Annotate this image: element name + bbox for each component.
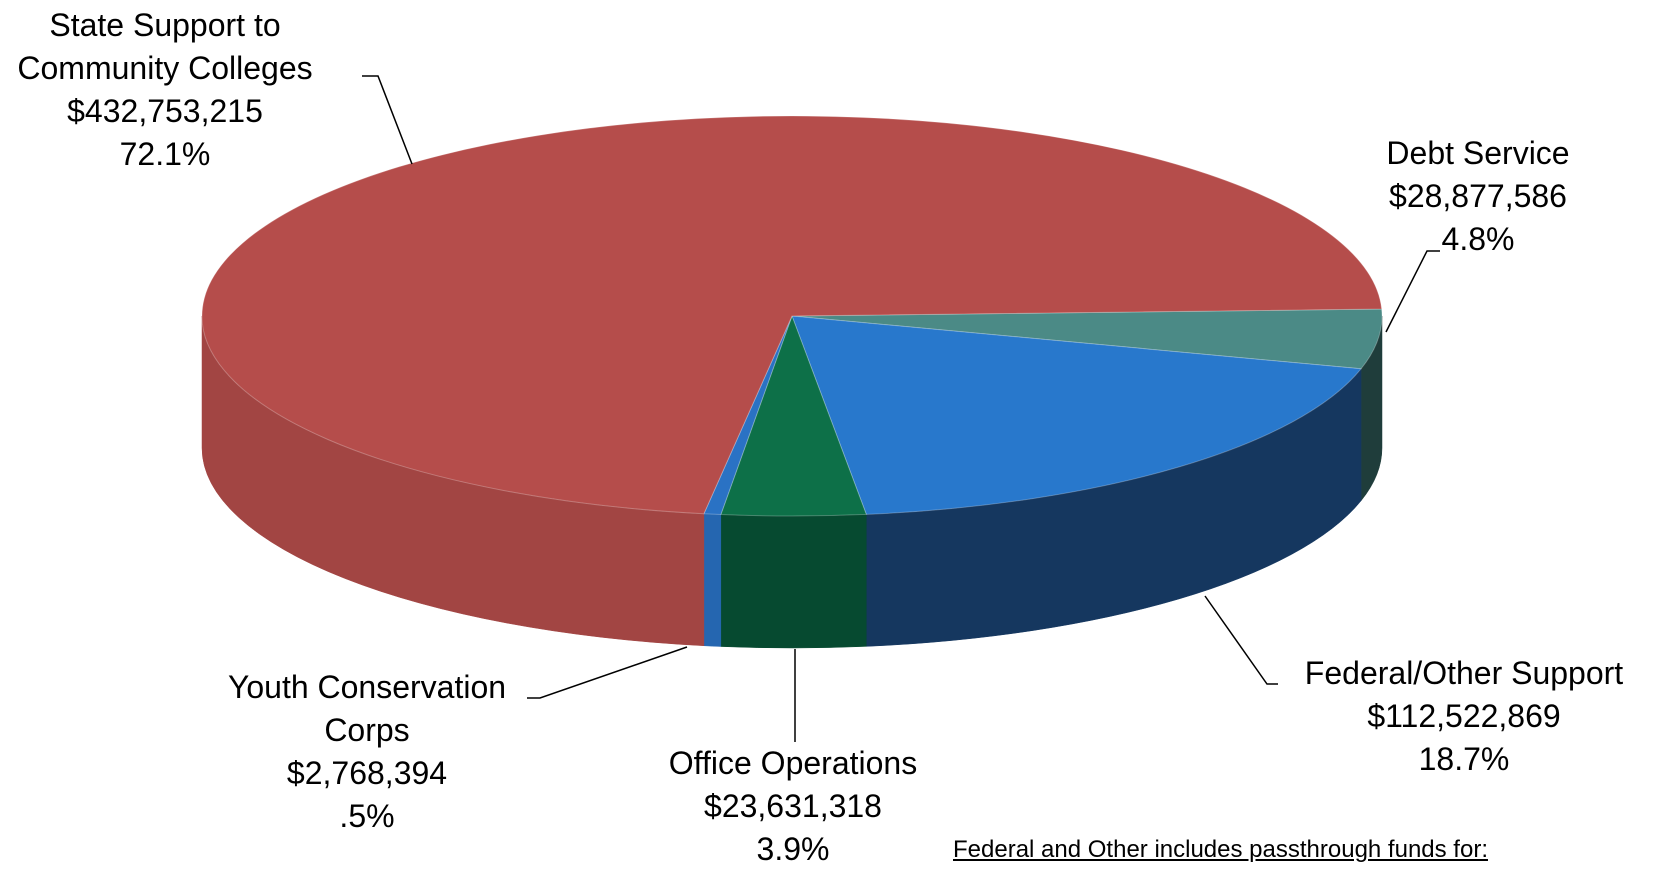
leader-line: [1204, 595, 1278, 685]
slice-side: [720, 514, 867, 649]
value-label: $432,753,215: [67, 93, 263, 129]
leader-line: [362, 75, 413, 165]
value-label: $112,522,869: [1367, 698, 1561, 734]
slice-side: [703, 513, 722, 647]
slice-tops: [201, 115, 1383, 517]
category-label: Youth Conservation Corps: [227, 669, 507, 748]
slice-label: Debt Service $28,877,586 4.8%: [1348, 132, 1608, 261]
category-label: State Support to Community Colleges: [17, 7, 313, 86]
slice: [703, 315, 793, 516]
slice: [791, 308, 1383, 370]
value-label: $28,877,586: [1389, 178, 1567, 214]
percent-label: 3.9%: [756, 831, 830, 867]
percent-label: 4.8%: [1441, 221, 1515, 257]
percent-label: 72.1%: [119, 136, 211, 172]
slice-label: Federal/Other Support $112,522,869 18.7%: [1274, 652, 1654, 781]
slice: [201, 115, 1383, 515]
footnote: Federal and Other includes passthrough f…: [953, 836, 1488, 863]
category-label: Office Operations: [668, 745, 918, 781]
slice-sides: [201, 315, 1383, 649]
category-label: Debt Service: [1386, 135, 1570, 171]
slice-label: State Support to Community Colleges $432,…: [0, 4, 335, 176]
leader-line: [1385, 250, 1440, 333]
percent-label: .5%: [339, 798, 395, 834]
percent-label: 18.7%: [1418, 741, 1510, 777]
slice-side: [201, 315, 705, 647]
slice: [791, 315, 1363, 515]
slice: [720, 314, 868, 517]
category-label: Federal/Other Support: [1304, 655, 1624, 691]
slice-label: Office Operations $23,631,318 3.9%: [613, 742, 973, 871]
slice-label: Youth Conservation Corps $2,768,394 .5%: [202, 666, 532, 838]
leader-line: [527, 646, 688, 699]
value-label: $23,631,318: [704, 788, 882, 824]
slices: [201, 115, 1383, 649]
value-label: $2,768,394: [286, 755, 448, 791]
